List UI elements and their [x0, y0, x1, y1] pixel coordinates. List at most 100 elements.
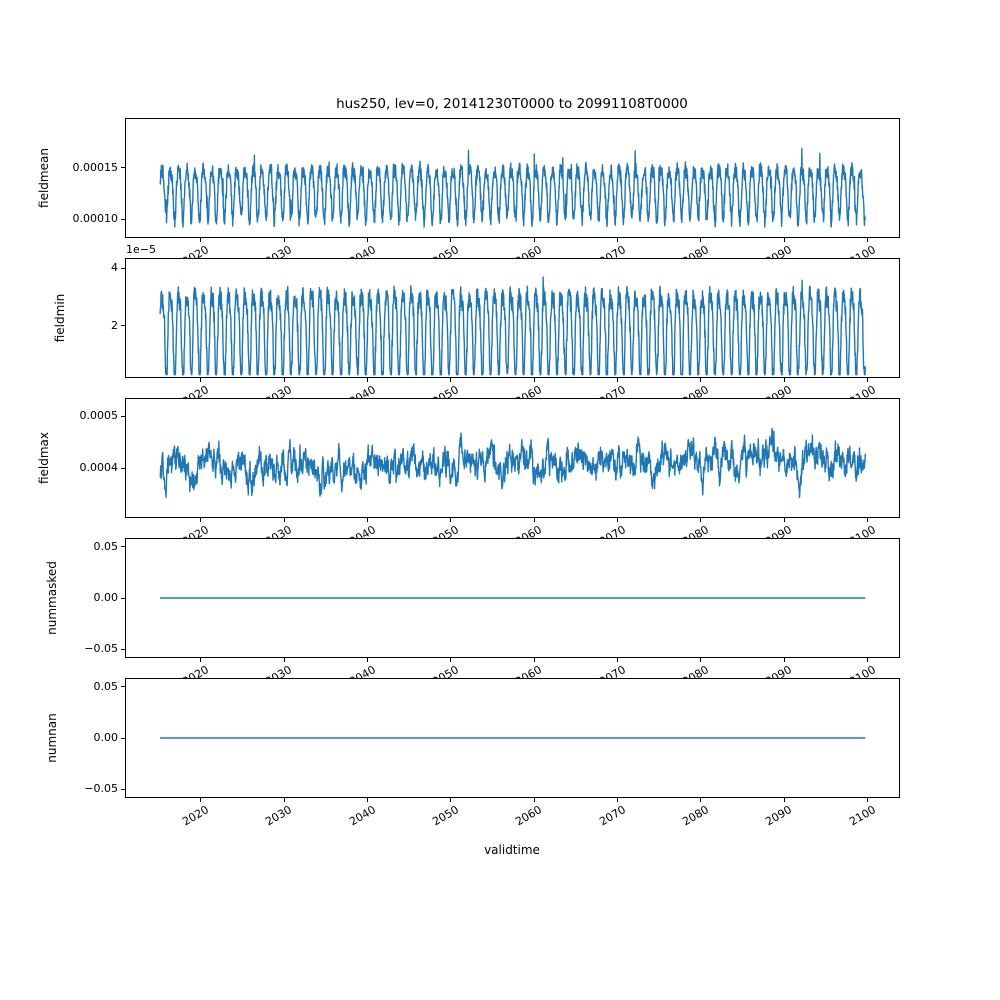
x-tick-mark: [783, 658, 785, 662]
x-tick-label: 2080: [680, 663, 711, 689]
x-tick-mark: [867, 238, 868, 242]
x-tick-mark: [700, 798, 702, 802]
y-tick-label: 0.05: [93, 679, 119, 693]
x-tick-label: 2040: [346, 523, 378, 549]
x-tick-label: 2030: [263, 383, 295, 409]
x-tick-label: 2020: [180, 383, 211, 409]
x-tick-label: 2060: [513, 803, 545, 829]
x-tick-mark: [533, 798, 535, 802]
x-tick-mark: [533, 238, 535, 242]
x-tick-mark: [783, 238, 785, 242]
x-tick-label: 2090: [763, 243, 795, 269]
x-tick-label: 2030: [263, 243, 295, 269]
x-tick-label: 2040: [346, 803, 378, 829]
y-tick-label: 0.00: [93, 731, 119, 744]
y-tick-label: 0.0005: [79, 409, 119, 423]
x-tick-label: 2050: [430, 243, 461, 269]
x-tick-mark: [200, 378, 202, 382]
x-tick-label: 2020: [180, 803, 211, 829]
x-tick-mark: [367, 378, 368, 382]
x-tick-mark: [450, 798, 452, 802]
line-chart-fieldmean: [159, 148, 866, 228]
x-tick-mark: [783, 518, 785, 522]
figure-title: hus250, lev=0, 20141230T0000 to 20991108…: [336, 96, 688, 112]
x-tick-mark: [617, 798, 618, 802]
y-axis-label-nummasked: nummasked: [45, 561, 59, 635]
x-tick-label: 2100: [846, 383, 878, 409]
x-tick-label: 2070: [596, 663, 628, 689]
x-tick-mark: [450, 238, 452, 242]
x-tick-mark: [700, 518, 702, 522]
y-tick-label: 0.00: [93, 591, 119, 604]
line-series-fieldmax: [159, 427, 866, 499]
x-tick-mark: [867, 378, 868, 382]
x-tick-label: 2100: [846, 243, 878, 269]
y-tick-mark: [121, 788, 125, 790]
axes-box-numnan: [125, 678, 900, 798]
x-tick-label: 2070: [596, 383, 628, 409]
x-tick-label: 2080: [680, 383, 711, 409]
x-tick-mark: [283, 658, 285, 662]
y-tick-label: 4: [111, 261, 118, 275]
x-tick-mark: [367, 518, 368, 522]
x-tick-label: 2060: [513, 243, 545, 269]
x-tick-mark: [200, 798, 202, 802]
line-chart-fieldmin: [159, 276, 866, 376]
x-tick-label: 2080: [680, 523, 711, 549]
x-tick-label: 2050: [430, 663, 461, 689]
x-tick-label: 2100: [846, 803, 878, 829]
x-tick-mark: [617, 378, 618, 382]
x-tick-label: 2070: [596, 243, 628, 269]
x-tick-mark: [617, 658, 618, 662]
x-tick-mark: [617, 518, 618, 522]
y-tick-mark: [121, 267, 125, 269]
x-tick-mark: [283, 238, 285, 242]
x-tick-label: 2090: [763, 523, 795, 549]
x-tick-label: 2100: [846, 523, 878, 549]
y-axis-label-fieldmean: fieldmean: [37, 148, 51, 208]
axes-box-nummasked: [125, 538, 900, 658]
y-tick-label: −0.05: [84, 642, 118, 656]
x-tick-mark: [533, 658, 535, 662]
y-tick-label: 0.00010: [72, 212, 119, 226]
y-tick-mark: [121, 467, 125, 469]
x-tick-label: 2030: [263, 663, 295, 689]
x-tick-label: 2020: [180, 523, 211, 549]
y-tick-mark: [121, 218, 125, 220]
x-tick-mark: [283, 518, 285, 522]
y-tick-label: 2: [111, 318, 118, 332]
x-tick-mark: [450, 378, 452, 382]
x-tick-label: 2040: [346, 243, 378, 269]
x-tick-label: 2070: [596, 803, 628, 829]
x-tick-mark: [450, 658, 452, 662]
x-tick-mark: [533, 518, 535, 522]
line-series-fieldmean: [159, 148, 866, 228]
x-tick-label: 2030: [263, 803, 295, 829]
x-tick-mark: [200, 238, 202, 242]
x-tick-mark: [283, 378, 285, 382]
x-tick-label: 2040: [346, 383, 378, 409]
line-chart-fieldmax: [159, 427, 866, 499]
line-chart-numnan: [160, 737, 866, 739]
x-tick-label: 2090: [763, 383, 795, 409]
x-tick-label: 2090: [763, 803, 795, 829]
y-tick-label: −0.05: [84, 782, 118, 796]
x-tick-label: 2050: [430, 803, 461, 829]
y-axis-label-fieldmin: fieldmin: [53, 293, 67, 343]
x-tick-label: 2070: [596, 523, 628, 549]
x-tick-mark: [450, 518, 452, 522]
x-tick-label: 2020: [180, 663, 211, 689]
y-tick-label: 0.05: [93, 539, 119, 553]
x-tick-mark: [700, 378, 702, 382]
y-tick-label: 0.00015: [72, 160, 119, 174]
x-tick-label: 2100: [846, 663, 878, 689]
y-tick-mark: [121, 737, 125, 739]
x-tick-label: 2040: [346, 663, 378, 689]
x-tick-label: 2060: [513, 523, 545, 549]
x-axis-label: validtime: [484, 843, 540, 857]
axes-box-fieldmean: [125, 118, 900, 238]
x-tick-mark: [200, 518, 202, 522]
x-tick-label: 2020: [180, 243, 211, 269]
x-tick-mark: [783, 798, 785, 802]
